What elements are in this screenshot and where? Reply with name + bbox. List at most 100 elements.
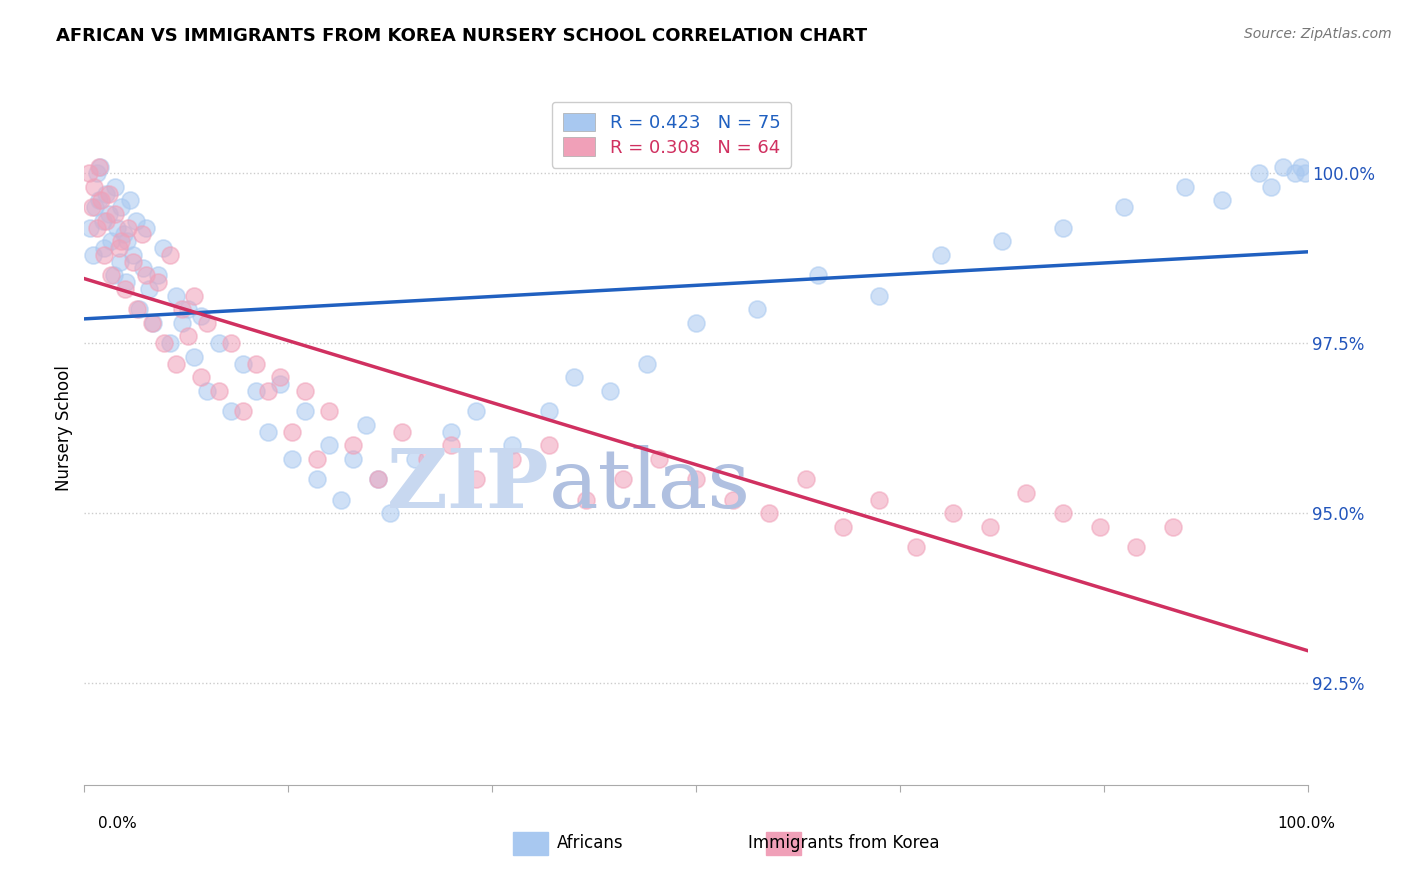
Point: [404, 451, 426, 466]
Point: [929, 248, 952, 262]
Point: [538, 404, 561, 418]
Point: [342, 438, 364, 452]
Point: [330, 492, 353, 507]
Point: [87, 194, 110, 208]
Point: [721, 492, 744, 507]
Point: [195, 316, 218, 330]
Point: [380, 506, 402, 520]
Text: atlas: atlas: [550, 445, 751, 525]
Point: [257, 384, 280, 398]
Point: [1114, 200, 1136, 214]
Point: [172, 302, 194, 317]
Point: [367, 472, 389, 486]
Point: [1015, 485, 1038, 500]
Point: [87, 160, 110, 174]
Point: [172, 316, 194, 330]
Point: [190, 309, 212, 323]
Point: [77, 166, 100, 180]
Point: [807, 268, 830, 283]
Point: [979, 519, 1001, 533]
Point: [318, 438, 340, 452]
Point: [831, 519, 853, 533]
Point: [305, 451, 328, 466]
Point: [110, 200, 132, 214]
Point: [146, 275, 169, 289]
Point: [177, 329, 200, 343]
Point: [245, 384, 267, 398]
Point: [183, 350, 205, 364]
Point: [367, 472, 389, 486]
Point: [1088, 519, 1111, 533]
Point: [575, 492, 598, 507]
Point: [305, 472, 328, 486]
Point: [104, 207, 127, 221]
Point: [1125, 540, 1147, 554]
Point: [1294, 166, 1316, 180]
Point: [1272, 160, 1295, 174]
Point: [232, 357, 254, 371]
Point: [104, 180, 127, 194]
Point: [100, 268, 122, 283]
Point: [281, 451, 304, 466]
Point: [257, 425, 280, 439]
Point: [208, 384, 231, 398]
Point: [159, 336, 181, 351]
Point: [90, 194, 112, 208]
Point: [84, 200, 107, 214]
Point: [502, 451, 524, 466]
Point: [281, 425, 304, 439]
Point: [132, 261, 155, 276]
Point: [152, 241, 174, 255]
Y-axis label: Nursery School: Nursery School: [55, 365, 73, 491]
Point: [91, 214, 114, 228]
Point: [354, 417, 377, 432]
Point: [562, 370, 585, 384]
Point: [146, 268, 169, 283]
Point: [190, 370, 212, 384]
Point: [86, 166, 108, 180]
Point: [636, 357, 658, 371]
Point: [97, 186, 120, 201]
Point: [108, 254, 131, 268]
Point: [122, 254, 145, 268]
Point: [195, 384, 218, 398]
Point: [869, 492, 891, 507]
Point: [110, 234, 132, 248]
Point: [80, 200, 103, 214]
Point: [905, 540, 928, 554]
Point: [142, 316, 165, 330]
Point: [138, 282, 160, 296]
Point: [89, 160, 111, 174]
Point: [117, 220, 139, 235]
Point: [128, 302, 150, 317]
Point: [794, 472, 817, 486]
Point: [758, 506, 780, 520]
Point: [112, 227, 135, 242]
Point: [342, 451, 364, 466]
Point: [685, 472, 707, 486]
Point: [86, 220, 108, 235]
Text: AFRICAN VS IMMIGRANTS FROM KOREA NURSERY SCHOOL CORRELATION CHART: AFRICAN VS IMMIGRANTS FROM KOREA NURSERY…: [56, 27, 868, 45]
Point: [440, 438, 463, 452]
Point: [1174, 180, 1197, 194]
Point: [83, 180, 105, 194]
Point: [318, 404, 340, 418]
Point: [612, 472, 634, 486]
Text: Source: ZipAtlas.com: Source: ZipAtlas.com: [1244, 27, 1392, 41]
Point: [1291, 160, 1313, 174]
Point: [177, 302, 200, 317]
Point: [93, 241, 115, 255]
Point: [991, 234, 1014, 248]
Point: [115, 234, 138, 248]
Point: [153, 336, 176, 351]
Point: [440, 425, 463, 439]
Point: [294, 384, 316, 398]
Point: [125, 214, 148, 228]
Point: [685, 316, 707, 330]
Point: [219, 336, 242, 351]
Point: [269, 376, 291, 391]
Point: [131, 227, 153, 242]
Point: [115, 275, 138, 289]
Point: [391, 425, 413, 439]
Point: [165, 288, 187, 302]
